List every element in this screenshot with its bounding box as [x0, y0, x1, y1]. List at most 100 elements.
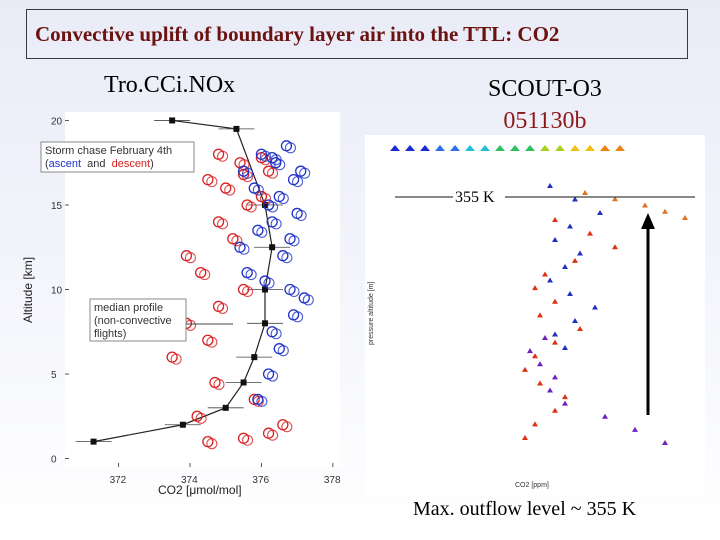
ascent-point [242, 167, 254, 179]
tracer-point [582, 190, 588, 195]
top-band-point [405, 145, 415, 151]
legend-line1: Storm chase February 4th [45, 145, 172, 157]
ascent-point [267, 201, 279, 213]
top-band-point [420, 145, 430, 151]
right-y-axis-label: pressure altitude [m] [368, 282, 375, 345]
legend-line2: (ascent and descent) [45, 158, 154, 170]
tracer-point [552, 217, 558, 222]
legend-ascent: ascent [49, 158, 81, 170]
tracer-point [552, 298, 558, 304]
tracer-point [547, 387, 553, 393]
median-label-line1: median profile [94, 302, 163, 314]
top-band-point [510, 145, 520, 151]
tracer-point [567, 291, 573, 296]
ascent-point [295, 209, 307, 221]
tracer-point [522, 435, 528, 440]
right-chart-points [390, 145, 688, 445]
ascent-point [252, 184, 264, 196]
median-profile-group [75, 117, 291, 445]
title-box: Convective uplift of boundary layer air … [26, 9, 688, 59]
slide-title: Convective uplift of boundary layer air … [35, 21, 560, 46]
median-point [90, 438, 97, 445]
legend-paren-open: ( [45, 158, 49, 170]
tracer-point [542, 335, 548, 340]
ascent-point [245, 269, 257, 281]
tracer-point [532, 353, 538, 359]
descent-point [206, 176, 218, 188]
tracer-point [537, 361, 543, 367]
descent-point [217, 302, 229, 314]
tracer-point [662, 208, 668, 214]
tracer-point [552, 237, 558, 242]
ascent-point [277, 192, 289, 205]
descent-point [267, 167, 279, 179]
y-tick-label: 0 [51, 455, 57, 466]
median-label-line2: (non-convective [94, 315, 172, 327]
tracer-point [577, 326, 583, 331]
tracer-point [612, 196, 618, 202]
top-band-point [600, 145, 610, 151]
tracer-point [562, 345, 568, 350]
descent-point [245, 201, 257, 213]
ascent-point [270, 154, 282, 166]
legend-box: Storm chase February 4th (ascent and des… [40, 141, 195, 173]
descent-point [281, 421, 293, 433]
tracer-point [547, 183, 553, 188]
tracer-point [547, 277, 553, 283]
tracer-point [587, 230, 593, 236]
tracer-point [537, 312, 543, 318]
ascent-point [288, 285, 300, 298]
ascent-point [263, 277, 275, 289]
ascent-point [256, 395, 268, 407]
ascent-point [270, 218, 282, 230]
y-tick-label: 20 [51, 116, 63, 127]
left-panel-label: Tro.CCi.NOx [104, 72, 236, 98]
descent-point [184, 252, 196, 264]
y-tick-label: 15 [51, 201, 63, 212]
top-band-point [585, 145, 595, 151]
tracer-point [552, 331, 558, 337]
median-point [262, 201, 268, 208]
top-band-point [495, 145, 505, 151]
descent-point [217, 150, 229, 162]
x-tick-label: 372 [110, 475, 127, 486]
descent-point [242, 434, 254, 446]
tracer-point [567, 223, 573, 229]
descent-point [231, 235, 243, 247]
outflow-arrow-head [641, 213, 655, 229]
descent-point [170, 353, 182, 365]
ascent-point [281, 252, 293, 264]
median-point [233, 125, 240, 132]
ascent-point [256, 226, 268, 238]
tracer-point [572, 257, 578, 263]
y-tick-label: 10 [51, 286, 63, 297]
descent-point [224, 184, 236, 196]
top-band-point [480, 145, 490, 151]
top-band-point [465, 145, 475, 151]
355k-label-bg [453, 187, 505, 205]
median-point [251, 354, 258, 361]
ascent-point [302, 294, 314, 306]
median-point [269, 244, 276, 251]
descent-point [195, 412, 207, 424]
left-chart-points [166, 140, 314, 450]
x-tick-label: 374 [181, 475, 198, 486]
right-panel-label: SCOUT-O3 051130b [488, 73, 602, 137]
355k-label: 355 K [455, 189, 495, 206]
ascent-point [284, 142, 296, 154]
median-label-line3: flights) [94, 328, 126, 340]
top-band-point [390, 145, 400, 151]
descent-point [242, 285, 254, 298]
tracer-point [552, 374, 558, 380]
tracer-point [562, 400, 568, 406]
descent-point [206, 438, 218, 450]
median-label-box: median profile (non-convective flights) [89, 298, 233, 342]
ascent-point [277, 345, 289, 357]
descent-point [217, 218, 229, 230]
descent-point [199, 269, 211, 281]
right-panel-label-line2: 051130b [503, 108, 587, 134]
median-point [179, 421, 186, 428]
tracer-point [592, 304, 598, 310]
median-point [222, 404, 229, 411]
descent-point [259, 192, 271, 205]
